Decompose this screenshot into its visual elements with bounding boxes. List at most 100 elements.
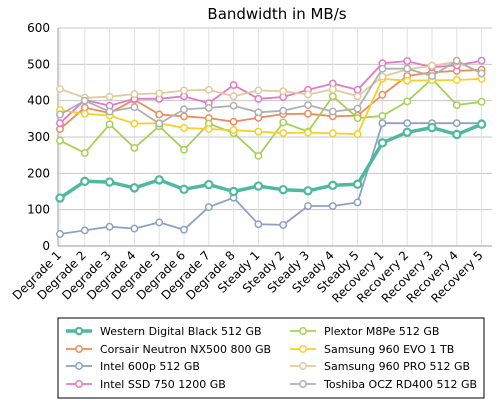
data-point — [279, 106, 288, 115]
data-point — [180, 145, 188, 154]
legend-label: Plextor M8Pe 512 GB — [324, 325, 439, 338]
legend-swatch-marker — [75, 380, 83, 388]
data-point — [155, 110, 164, 119]
legend-item: Toshiba OCZ RD400 512 GB — [290, 378, 477, 391]
y-tick-label: 0 — [42, 239, 50, 253]
data-point — [180, 225, 188, 234]
legend-item: Plextor M8Pe 512 GB — [290, 325, 439, 338]
data-point — [378, 111, 387, 120]
data-point — [105, 92, 114, 101]
data-point — [328, 202, 337, 210]
data-point — [204, 103, 213, 112]
legend-label: Western Digital Black 512 GB — [100, 325, 262, 338]
data-point — [254, 94, 263, 103]
data-point — [180, 112, 188, 121]
data-point — [304, 128, 312, 137]
data-point — [328, 85, 337, 94]
data-point — [254, 127, 263, 136]
data-point — [378, 64, 387, 73]
data-point — [452, 101, 461, 109]
data-point — [56, 119, 64, 128]
data-point — [428, 72, 436, 80]
data-point — [80, 176, 90, 187]
legend-item: Western Digital Black 512 GB — [66, 325, 262, 338]
data-point — [254, 220, 263, 229]
data-point — [105, 120, 114, 129]
data-point — [229, 126, 238, 135]
data-point — [378, 90, 387, 99]
chart-title: Bandwidth in MB/s — [207, 5, 346, 23]
data-point — [80, 109, 89, 118]
y-tick-label: 400 — [27, 94, 50, 108]
legend-label: Intel 600p 512 GB — [100, 360, 200, 373]
data-point — [229, 92, 238, 101]
data-point — [229, 101, 238, 110]
series-line — [59, 78, 482, 157]
data-point — [452, 119, 461, 128]
data-point — [328, 107, 337, 116]
data-point — [278, 184, 288, 195]
data-point — [80, 96, 89, 105]
series-line — [59, 59, 483, 125]
legend-item: Samsung 960 PRO 512 GB — [290, 360, 470, 373]
data-point — [204, 85, 213, 94]
data-point — [253, 181, 264, 191]
legend-swatch-marker — [75, 362, 83, 370]
data-point — [180, 86, 188, 95]
data-point — [130, 90, 139, 99]
data-point — [130, 103, 139, 112]
data-point — [228, 186, 239, 197]
y-tick-label: 500 — [27, 57, 50, 71]
data-point — [229, 81, 238, 89]
data-point — [155, 218, 164, 227]
data-point — [254, 108, 263, 117]
legend-swatch-marker — [299, 327, 307, 335]
data-point — [304, 101, 312, 109]
legend-label: Toshiba OCZ RD400 512 GB — [323, 378, 477, 391]
data-point — [129, 183, 140, 193]
series-line — [59, 122, 482, 235]
data-point — [477, 56, 486, 65]
data-point — [179, 184, 189, 195]
data-point — [279, 87, 288, 96]
legend-swatch-marker — [299, 380, 307, 388]
data-point — [403, 57, 412, 66]
data-point — [353, 198, 362, 207]
data-point — [353, 92, 362, 101]
series-line — [59, 122, 483, 200]
data-point — [104, 177, 115, 187]
legend-item: Intel SSD 750 1200 GB — [66, 378, 226, 391]
data-point — [352, 179, 363, 189]
data-point — [477, 97, 486, 106]
data-point — [353, 130, 362, 139]
data-point — [403, 97, 412, 106]
legend-label: Samsung 960 PRO 512 GB — [324, 360, 470, 373]
legend-swatch-marker — [299, 362, 307, 370]
data-point — [428, 61, 436, 70]
data-point — [427, 122, 437, 133]
data-point — [204, 179, 214, 190]
data-point — [279, 129, 288, 137]
data-point — [105, 222, 114, 231]
data-point — [304, 109, 312, 118]
data-point — [254, 151, 263, 160]
data-point — [155, 89, 164, 98]
data-point — [56, 230, 64, 238]
series-2 — [56, 119, 486, 238]
data-point — [130, 224, 139, 233]
data-point — [279, 118, 288, 127]
legend-label: Intel SSD 750 1200 GB — [100, 378, 226, 391]
data-point — [304, 202, 312, 210]
data-point — [452, 56, 461, 65]
data-point — [304, 90, 312, 99]
data-point — [56, 85, 64, 93]
data-point — [130, 119, 139, 128]
data-point — [328, 129, 337, 138]
data-point — [279, 220, 288, 229]
data-point — [377, 138, 388, 148]
data-point — [254, 86, 263, 95]
data-point — [378, 72, 387, 81]
y-tick-label: 600 — [27, 21, 50, 35]
data-point — [477, 69, 486, 78]
